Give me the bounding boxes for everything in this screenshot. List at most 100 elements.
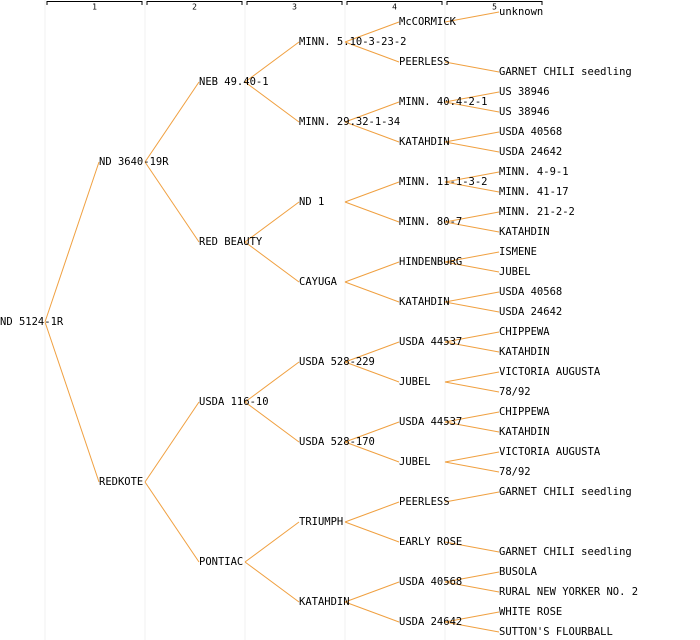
- node-label: MINN. 40.4-2-1: [399, 96, 488, 108]
- node-label: JUBEL: [399, 376, 431, 388]
- pedigree-link: [444, 211, 500, 223]
- node-label: ND 3640-19R: [99, 156, 169, 168]
- node-label: USDA 528-229: [299, 356, 375, 368]
- column-bracket: [46, 1, 143, 5]
- node-label: ND 5124-1R: [0, 316, 64, 328]
- generation-number: 1: [92, 3, 97, 12]
- pedigree-link: [444, 571, 500, 583]
- pedigree-link: [44, 161, 100, 323]
- pedigree-link: [444, 291, 500, 303]
- node-label: KATAHDIN: [499, 346, 550, 358]
- pedigree-link: [344, 41, 400, 63]
- node-label: MINN. 4-9-1: [499, 166, 569, 178]
- pedigree-link: [144, 161, 200, 243]
- node-label: MINN. 11-1-3-2: [399, 176, 488, 188]
- pedigree-link: [344, 581, 400, 603]
- generation-number: 3: [292, 3, 297, 12]
- pedigree-link: [444, 421, 500, 433]
- node-label: WHITE ROSE: [499, 606, 562, 618]
- node-label: PONTIAC: [199, 556, 243, 568]
- node-label: CHIPPEWA: [499, 326, 550, 338]
- node-label: USDA 40568: [399, 576, 462, 588]
- pedigree-link: [344, 201, 400, 223]
- node-label: McCORMICK: [399, 16, 457, 28]
- node-label: PEERLESS: [399, 56, 450, 68]
- column-bracket: [346, 1, 443, 5]
- node-label: MINN. 5.10-3-23-2: [299, 36, 406, 48]
- node-label: ISMENE: [499, 246, 537, 258]
- pedigree-link: [244, 41, 300, 83]
- pedigree-link: [444, 141, 500, 153]
- pedigree-link: [344, 21, 400, 43]
- node-label: US 38946: [499, 106, 550, 118]
- pedigree-link: [244, 521, 300, 563]
- node-label: RED BEAUTY: [199, 236, 263, 248]
- pedigree-link: [444, 261, 500, 273]
- node-label: GARNET CHILI seedling: [499, 66, 632, 78]
- node-label: KATAHDIN: [299, 596, 350, 608]
- node-label: KATAHDIN: [399, 296, 450, 308]
- node-label: KATAHDIN: [499, 226, 550, 238]
- node-label: USDA 116-10: [199, 396, 269, 408]
- pedigree-link: [444, 611, 500, 623]
- pedigree-link: [344, 441, 400, 463]
- pedigree-link: [444, 461, 500, 473]
- pedigree-link: [344, 121, 400, 143]
- generation-number: 5: [492, 3, 497, 12]
- pedigree-link: [344, 501, 400, 523]
- pedigree-link: [344, 341, 400, 363]
- node-label: MINN. 21-2-2: [499, 206, 575, 218]
- node-label: ND 1: [299, 196, 324, 208]
- pedigree-link: [444, 301, 500, 313]
- node-label: JUBEL: [499, 266, 531, 278]
- node-label: USDA 528-170: [299, 436, 375, 448]
- node-label: EARLY ROSE: [399, 536, 462, 548]
- column-bracket: [246, 1, 343, 5]
- node-label: TRIUMPH: [299, 516, 343, 528]
- pedigree-link: [444, 451, 500, 463]
- pedigree-link: [44, 321, 100, 483]
- pedigree-link: [344, 361, 400, 383]
- pedigree-link: [244, 241, 300, 283]
- node-label: SUTTON'S FLOURBALL: [499, 626, 613, 638]
- node-label: JUBEL: [399, 456, 431, 468]
- node-label: GARNET CHILI seedling: [499, 546, 632, 558]
- pedigree-link: [244, 361, 300, 403]
- pedigree-link: [344, 421, 400, 443]
- pedigree-link: [444, 331, 500, 343]
- node-label: unknown: [499, 6, 543, 18]
- node-label: NEB 49.40-1: [199, 76, 269, 88]
- column-bracket: [146, 1, 243, 5]
- node-label: USDA 40568: [499, 286, 562, 298]
- pedigree-link: [444, 171, 500, 183]
- pedigree-link: [444, 581, 500, 593]
- node-label: VICTORIA AUGUSTA: [499, 366, 601, 378]
- node-label: REDKOTE: [99, 476, 143, 488]
- node-label: USDA 24642: [499, 146, 562, 158]
- node-label: CHIPPEWA: [499, 406, 550, 418]
- node-label: USDA 44537: [399, 336, 462, 348]
- node-label: 78/92: [499, 386, 531, 398]
- pedigree-link: [444, 541, 500, 553]
- pedigree-link: [144, 81, 200, 163]
- node-label: PEERLESS: [399, 496, 450, 508]
- pedigree-link: [344, 601, 400, 623]
- pedigree-link: [144, 401, 200, 483]
- node-label: RURAL NEW YORKER NO. 2: [499, 586, 638, 598]
- node-label: USDA 44537: [399, 416, 462, 428]
- pedigree-link: [444, 621, 500, 633]
- node-label: KATAHDIN: [399, 136, 450, 148]
- pedigree-link: [144, 481, 200, 563]
- node-label: BUSOLA: [499, 566, 538, 578]
- pedigree-link: [244, 561, 300, 603]
- column-bracket: [446, 1, 543, 5]
- pedigree-link: [444, 101, 500, 113]
- pedigree-link: [344, 181, 400, 203]
- pedigree-link: [244, 401, 300, 443]
- pedigree-link: [244, 201, 300, 243]
- pedigree-link: [244, 81, 300, 123]
- pedigree-link: [344, 281, 400, 303]
- node-label: USDA 40568: [499, 126, 562, 138]
- node-label: CAYUGA: [299, 276, 338, 288]
